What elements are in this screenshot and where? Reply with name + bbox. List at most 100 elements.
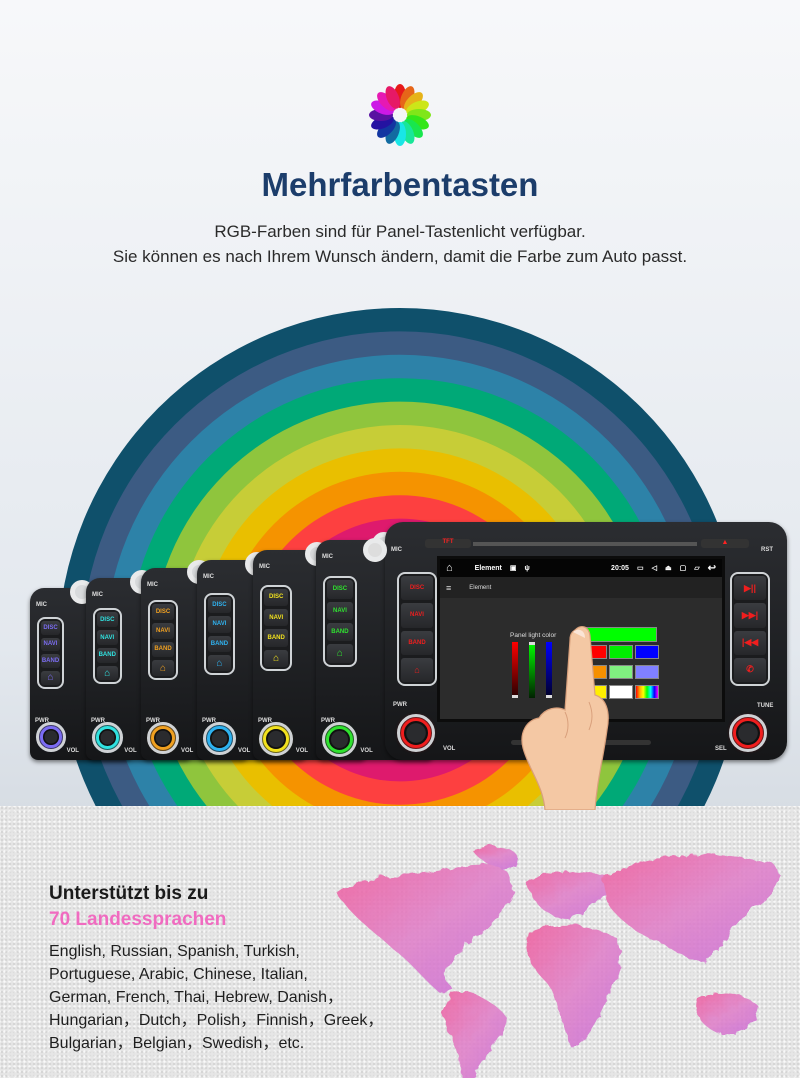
- home-button[interactable]: ⌂: [41, 671, 60, 685]
- disc-button[interactable]: DISC: [264, 588, 289, 606]
- band-button[interactable]: BAND: [152, 641, 174, 658]
- disc-button[interactable]: DISC: [97, 612, 118, 628]
- blue-slider[interactable]: [546, 642, 552, 698]
- tune-label: TUNE: [757, 703, 774, 709]
- band-button[interactable]: BAND: [97, 647, 118, 663]
- volume-knob[interactable]: [321, 721, 358, 758]
- home-button[interactable]: ⌂: [97, 665, 118, 681]
- mic-label: MIC: [147, 582, 158, 588]
- languages-line-1: English, Russian, Spanish, Turkish,: [49, 943, 300, 960]
- back-icon[interactable]: ↩: [707, 562, 716, 574]
- menu-icon[interactable]: ≡: [446, 582, 452, 593]
- left-button-1[interactable]: DISC: [401, 576, 433, 601]
- screen-icon[interactable]: ▭: [636, 565, 644, 572]
- band-button[interactable]: BAND: [264, 629, 289, 647]
- color-petal: [385, 86, 400, 109]
- home-button[interactable]: ⌂: [152, 660, 174, 676]
- right-button-2[interactable]: ▶▶|: [734, 603, 766, 628]
- mic-label: MIC: [203, 574, 214, 580]
- window-icon[interactable]: ▱: [694, 565, 700, 572]
- vol-label: VOL: [66, 748, 79, 754]
- navi-button[interactable]: NAVI: [208, 616, 231, 633]
- eject-icon[interactable]: ⏏: [664, 565, 672, 572]
- asia: [600, 852, 778, 961]
- vol-label: VOL: [238, 748, 251, 754]
- left-button-4[interactable]: ⌂: [401, 657, 433, 682]
- navi-button[interactable]: NAVI: [97, 630, 118, 645]
- red-slider[interactable]: [512, 642, 518, 698]
- languages-line-5: Bulgarian，Belgian，Swedish，etc.: [49, 1035, 305, 1052]
- color-swatch[interactable]: [609, 645, 633, 659]
- home-button[interactable]: ⌂: [327, 644, 353, 663]
- color-swatch[interactable]: [635, 685, 659, 699]
- button-column: DISC NAVI BAND ⌂: [323, 576, 357, 667]
- home-icon: ⌂: [273, 652, 280, 664]
- home-icon: ⌂: [47, 672, 54, 684]
- left-button-3[interactable]: BAND: [401, 630, 433, 655]
- band-button[interactable]: BAND: [327, 622, 353, 642]
- button-column: DISC NAVI BAND ⌂: [260, 584, 293, 671]
- image-icon: ▣: [509, 565, 517, 572]
- color-swatch[interactable]: [635, 665, 659, 679]
- home-button[interactable]: ⌂: [264, 649, 289, 667]
- languages-count: 70 Landessprachen: [49, 909, 227, 930]
- volume-knob[interactable]: [147, 722, 179, 754]
- vol-label: VOL: [181, 748, 194, 754]
- world-map: [335, 844, 778, 1078]
- pwr-label: PWR: [258, 718, 272, 724]
- band-button[interactable]: BAND: [41, 654, 60, 669]
- panel-light-label: Panel light color: [510, 632, 557, 639]
- disc-button[interactable]: DISC: [152, 604, 174, 620]
- button-column: DISC NAVI BAND ⌂: [37, 616, 64, 689]
- app-bar: ≡ Element: [440, 577, 722, 598]
- home-button[interactable]: ⌂: [208, 654, 231, 672]
- color-swatch[interactable]: [609, 665, 633, 679]
- mic-label: MIC: [92, 592, 103, 598]
- disc-button[interactable]: DISC: [41, 620, 60, 635]
- mounting-bracket: [363, 538, 387, 562]
- left-button-2[interactable]: NAVI: [401, 603, 433, 628]
- navi-button[interactable]: NAVI: [264, 608, 289, 627]
- green-slider[interactable]: [529, 642, 535, 698]
- africa: [523, 922, 620, 1046]
- color-swatch[interactable]: [609, 685, 633, 699]
- mic-label: MIC: [322, 554, 333, 560]
- color-swatch[interactable]: [635, 645, 659, 659]
- color-wheel-icon: [369, 84, 431, 146]
- band-button[interactable]: BAND: [208, 635, 231, 652]
- vol-label: VOL: [360, 748, 373, 754]
- volume-knob[interactable]: [203, 722, 236, 755]
- status-title: Element: [474, 564, 502, 572]
- disc-button[interactable]: DISC: [208, 596, 231, 614]
- vol-label: VOL: [443, 746, 456, 752]
- languages-line-3: German, French, Thai, Hebrew, Danish，: [49, 989, 344, 1006]
- color-petal: [403, 92, 423, 112]
- navi-button[interactable]: NAVI: [41, 637, 60, 652]
- navi-button[interactable]: NAVI: [152, 622, 174, 639]
- right-button-1[interactable]: ▶||: [734, 576, 766, 601]
- volume-knob[interactable]: [397, 714, 435, 752]
- volume-knob[interactable]: [92, 722, 123, 753]
- display-icon[interactable]: ▢: [679, 565, 687, 572]
- volume-knob[interactable]: [259, 722, 293, 756]
- disc-button[interactable]: DISC: [327, 580, 353, 599]
- volume-knob[interactable]: [36, 722, 66, 752]
- volume-icon[interactable]: ◁: [651, 565, 657, 572]
- languages-line-4: Hungarian，Dutch，Polish，Finnish，Greek，: [49, 1012, 384, 1029]
- south-america: [440, 990, 505, 1078]
- tft-button[interactable]: TFT: [425, 539, 471, 548]
- navi-button[interactable]: NAVI: [327, 601, 353, 620]
- rst-label: RST: [761, 547, 773, 553]
- pwr-label: PWR: [202, 718, 216, 724]
- greenland: [470, 844, 516, 867]
- mic-label: MIC: [259, 564, 270, 570]
- eject-button[interactable]: ▲: [701, 539, 749, 548]
- page-title: Mehrfarbentasten: [261, 166, 539, 203]
- right-button-3[interactable]: |◀◀: [734, 630, 766, 655]
- subtitle-line-2: Sie können es nach Ihrem Wunsch ändern, …: [112, 247, 688, 266]
- clock: 20:05: [611, 564, 629, 572]
- australia: [693, 990, 758, 1032]
- tune-knob[interactable]: [729, 714, 767, 752]
- home-icon[interactable]: ⌂: [446, 562, 453, 574]
- right-button-4[interactable]: ✆: [734, 657, 766, 682]
